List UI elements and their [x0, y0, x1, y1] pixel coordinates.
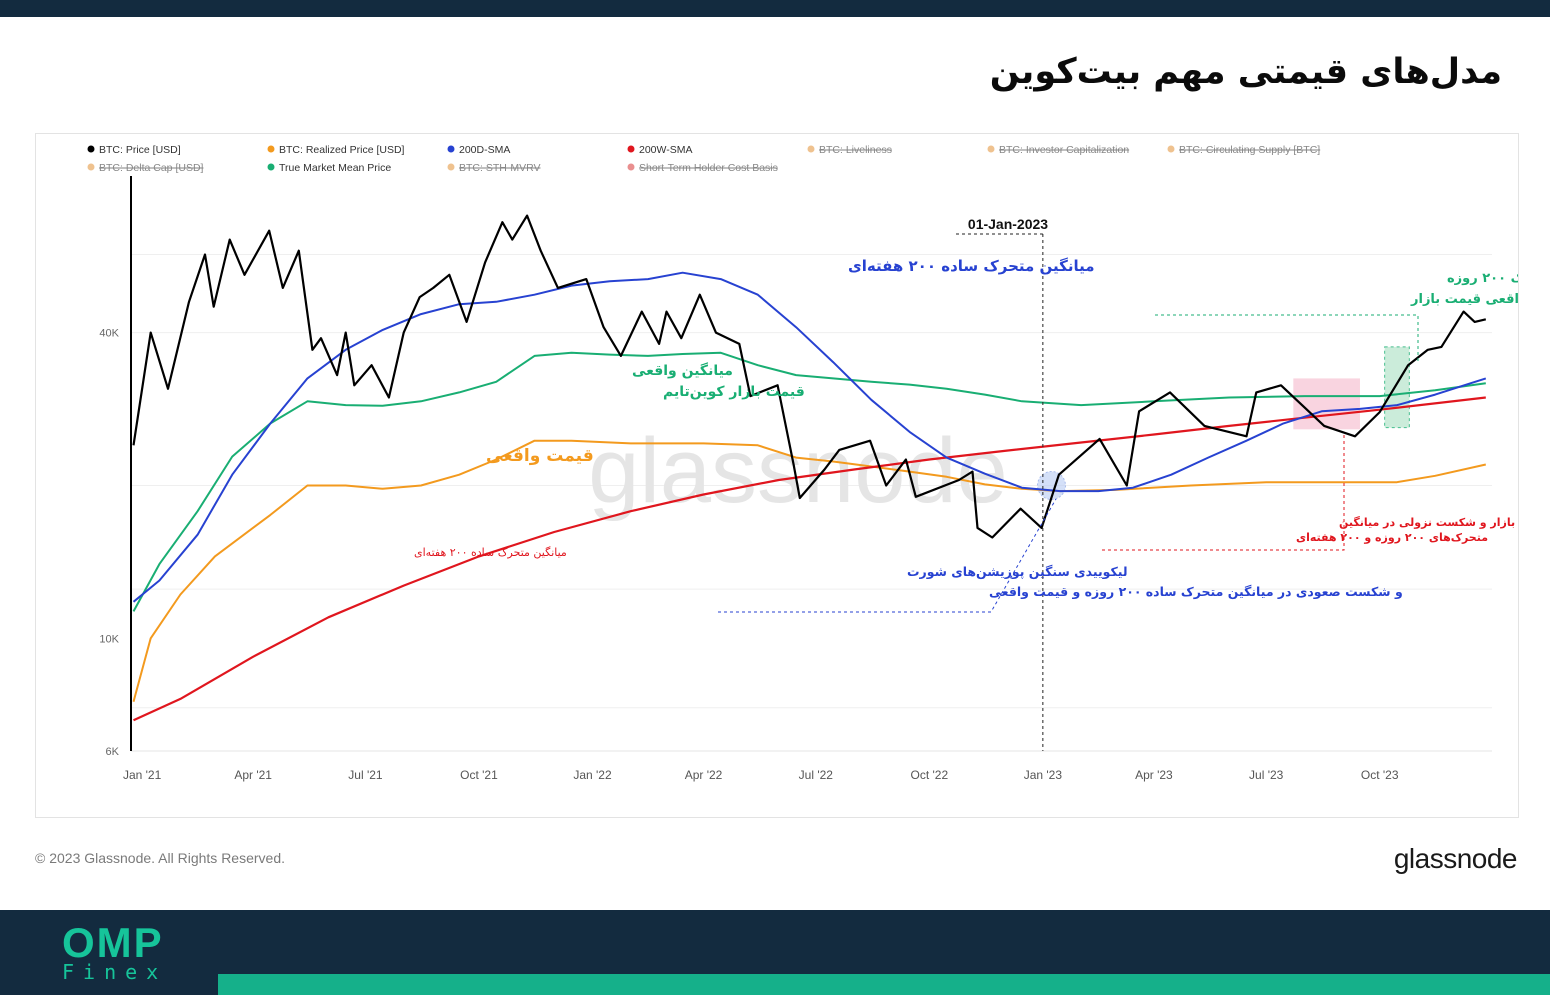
- x-tick-label: Jul '23: [1249, 768, 1284, 782]
- legend-dot: [987, 145, 995, 153]
- glassnode-logo: glassnode: [1393, 843, 1518, 874]
- legend-label: Short-Term Holder Cost Basis: [639, 162, 778, 174]
- legend-dot: [267, 145, 275, 153]
- chart-svg: BTC: Price [USD] BTC: Realized Price [USD…: [87, 144, 1550, 782]
- x-tick-label: Jan '22: [573, 768, 612, 782]
- omp-logo: OMP: [62, 919, 164, 966]
- selloff-highlight: [1293, 378, 1360, 430]
- x-tick-label: Apr '21: [234, 768, 272, 782]
- annotation-text: رالی اکتبر و شکست صعودی میانگین متحرک ۲۰…: [1447, 270, 1518, 286]
- legend-label: BTC: Price [USD]: [99, 144, 181, 156]
- x-tick-label: Jul '21: [348, 768, 383, 782]
- y-tick-label: 10K: [99, 633, 119, 645]
- series-lines: [132, 214, 1487, 722]
- y-tick-label: 6K: [106, 746, 120, 758]
- annotation-text: متحرک‌های ۲۰۰ روزه و ۲۰۰ هفته‌ای: [1296, 531, 1488, 544]
- chart-panel: BTC: Price [USD] BTC: Realized Price [USD…: [35, 133, 1550, 818]
- legend-dot: [627, 163, 635, 171]
- x-tick-label: Jan '23: [1024, 768, 1063, 782]
- x-tick-label: Jan '21: [123, 768, 162, 782]
- breakout-leader-line: [718, 498, 1057, 613]
- legend-dot: [87, 145, 95, 153]
- selloff-leader-line: [1102, 434, 1345, 551]
- x-tick-label: Apr '22: [685, 768, 723, 782]
- series-line: [132, 351, 1486, 612]
- series-line: [132, 214, 1487, 539]
- legend-label: True Market Mean Price: [279, 162, 391, 174]
- annotation-text: میانگین واقعی: [632, 362, 733, 379]
- legend-dot: [627, 145, 635, 153]
- legend-label: BTC: Liveliness: [819, 144, 892, 156]
- event-marker-label: 01-Jan-2023: [968, 216, 1048, 232]
- x-tick-label: Apr '23: [1135, 768, 1173, 782]
- annotation-text: و شکست صعودی در میانگین متحرک ساده ۲۰۰ ر…: [989, 584, 1403, 599]
- annotation-text: قیمت بازار کوین‌تایم: [663, 384, 805, 400]
- series-line: [133, 396, 1486, 722]
- legend-label: 200D-SMA: [459, 144, 510, 156]
- annotation-text: لیکوییدی سنگین پوزیشن‌های شورت: [907, 564, 1128, 579]
- annotation-text: و ۲۰۰ هفته‌ای و میانگین واقعی قیمت بازار: [1410, 291, 1518, 307]
- x-tick-label: Jul '22: [799, 768, 834, 782]
- omp-logo-sub: Finex: [62, 960, 168, 984]
- chart-axes: 6K 10K 40K Jan '21 Apr '21 Jul '21 Oct '21 Jan …: [99, 176, 1399, 782]
- event-marker: 01-Jan-2023: [956, 216, 1048, 751]
- legend-dot: [447, 145, 455, 153]
- legend-dot: [447, 163, 455, 171]
- highlight-regions: [1036, 346, 1410, 500]
- annotation-text: قیمت واقعی: [486, 446, 594, 466]
- rally-leader-line: [1155, 314, 1419, 364]
- legend-label: BTC: STH-MVRV: [459, 162, 540, 174]
- copyright: © 2023 Glassnode. All Rights Reserved.: [35, 850, 286, 866]
- legend-label: BTC: Circulating Supply [BTC]: [1179, 144, 1320, 156]
- legend-dot: [267, 163, 275, 171]
- x-tick-label: Oct '23: [1361, 768, 1399, 782]
- top-bar: [0, 0, 1550, 17]
- page-title: مدل‌های قیمتی مهم بیت‌کوین: [989, 52, 1502, 92]
- x-tick-label: Oct '22: [911, 768, 949, 782]
- legend-label: BTC: Delta Cap [USD]: [99, 162, 204, 174]
- legend-dot: [1167, 145, 1175, 153]
- legend-dot: [87, 163, 95, 171]
- legend: BTC: Price [USD] BTC: Realized Price [USD…: [87, 144, 1320, 174]
- annotations: میانگین متحرک ساده ۲۰۰ هفته‌ای میانگین وا…: [414, 257, 1550, 613]
- footer-stripe: [218, 974, 1550, 995]
- series-line: [132, 271, 1487, 603]
- y-tick-label: 40K: [99, 328, 119, 340]
- legend-dot: [807, 145, 815, 153]
- annotation-text: میانگین متحرک ساده ۲۰۰ هفته‌ای: [414, 546, 567, 559]
- series-line: [132, 439, 1487, 703]
- legend-label: BTC: Realized Price [USD]: [279, 144, 405, 156]
- legend-label: BTC: Investor Capitalization: [999, 144, 1129, 156]
- rally-highlight: [1384, 346, 1410, 429]
- annotation-text: میانگین متحرک ساده ۲۰۰ هفته‌ای: [848, 257, 1095, 275]
- x-tick-label: Oct '21: [460, 768, 498, 782]
- legend-label: 200W-SMA: [639, 144, 693, 156]
- annotation-text: فروش دسته‌جمعی بازار و شکست نزولی در میا…: [1339, 516, 1518, 529]
